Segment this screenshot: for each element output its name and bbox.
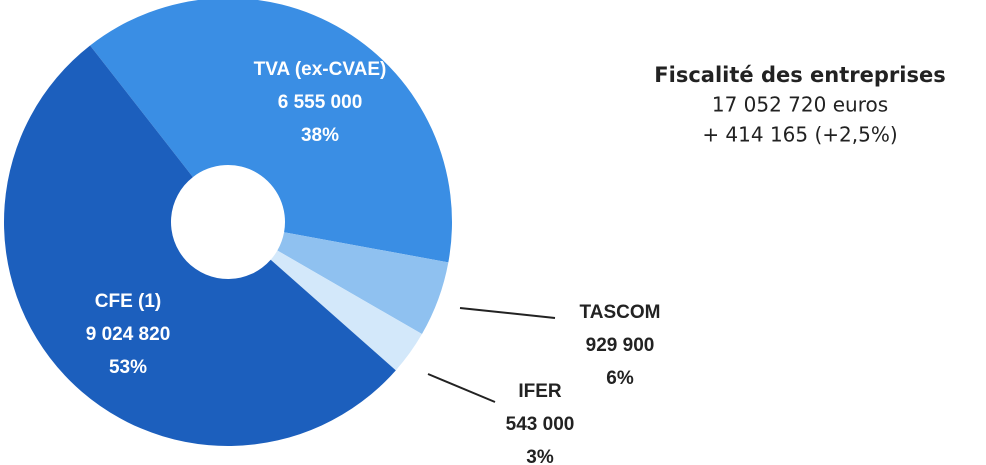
donut-slice [4, 45, 396, 446]
chart-subtitle: 17 052 720 euros [712, 93, 888, 117]
leader-line [427, 373, 496, 403]
donut-slice [90, 0, 452, 263]
value-label: 929 900 [586, 335, 655, 356]
donut-slice [277, 232, 449, 335]
percentage-label: 53% [109, 357, 147, 378]
slice-label: IFER [518, 381, 562, 402]
percentage-label: 3% [526, 447, 554, 465]
value-label: 9 024 820 [86, 324, 171, 345]
value-label: 543 000 [506, 414, 575, 435]
value-label: 6 555 000 [278, 92, 363, 113]
slice-label: TVA (ex-CVAE) [254, 59, 387, 80]
donut-slice [270, 250, 422, 371]
leader-line [459, 307, 556, 319]
annotation: + 414 165 (+2,5%) [702, 123, 897, 147]
percentage-label: 6% [606, 368, 634, 389]
chart-title: Fiscalité des entreprises [654, 63, 945, 87]
percentage-label: 38% [301, 125, 339, 146]
slice-label: TASCOM [580, 302, 661, 323]
slice-label: CFE (1) [95, 291, 162, 312]
